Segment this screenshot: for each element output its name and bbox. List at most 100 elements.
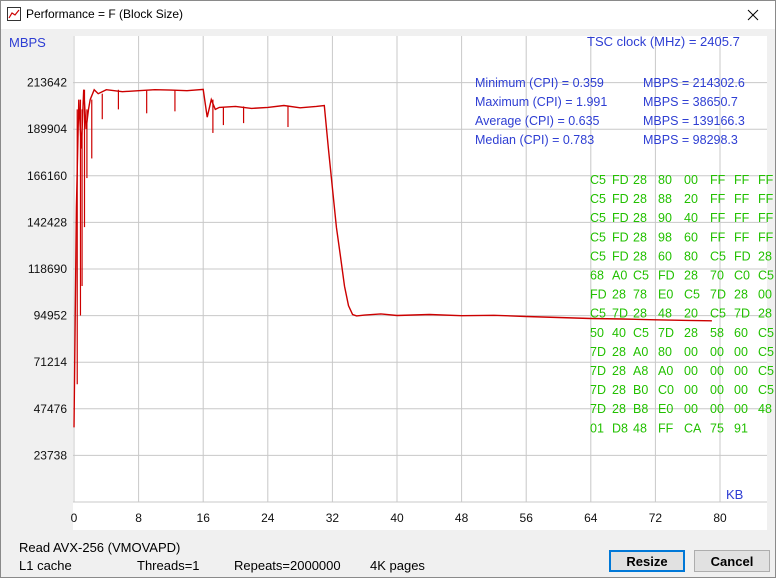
hex-byte: 00 bbox=[684, 173, 698, 187]
hex-byte: C5 bbox=[758, 345, 774, 359]
hex-byte: 28 bbox=[758, 249, 772, 263]
page-size: 4K pages bbox=[370, 558, 425, 573]
hex-byte: C5 bbox=[758, 383, 774, 397]
hex-byte: A0 bbox=[633, 345, 648, 359]
hex-byte: 00 bbox=[684, 364, 698, 378]
hex-byte: C5 bbox=[590, 173, 606, 187]
hex-byte: FD bbox=[612, 173, 629, 187]
hex-byte: 28 bbox=[633, 211, 647, 225]
hex-byte: 00 bbox=[684, 402, 698, 416]
y-tick-labels: 213642 189904 166160 142428 118690 94952 71214… bbox=[27, 76, 67, 463]
hex-byte: 48 bbox=[758, 402, 772, 416]
hex-byte: FF bbox=[710, 230, 726, 244]
title-bar[interactable]: Performance = F (Block Size) bbox=[1, 1, 775, 29]
hex-byte: 7D bbox=[590, 345, 606, 359]
hex-byte: 7D bbox=[612, 307, 628, 321]
hex-byte: C5 bbox=[710, 249, 726, 263]
x-axis-label: KB bbox=[726, 487, 743, 502]
y-tick-label: 23738 bbox=[34, 448, 68, 462]
hex-byte: 80 bbox=[684, 249, 698, 263]
hex-byte: FF bbox=[758, 211, 774, 225]
test-name: Read AVX-256 (VMOVAPD) bbox=[19, 540, 181, 555]
hex-byte: D8 bbox=[612, 421, 628, 435]
hex-byte: C5 bbox=[710, 307, 726, 321]
hex-byte: CA bbox=[684, 421, 702, 435]
threads-count: Threads=1 bbox=[137, 558, 200, 573]
hex-byte: C5 bbox=[590, 192, 606, 206]
hex-byte: FD bbox=[612, 192, 629, 206]
series-line bbox=[73, 88, 712, 428]
stat-label: Minimum (CPI) = 0.359 bbox=[475, 76, 604, 90]
hex-byte: C5 bbox=[758, 364, 774, 378]
hex-byte: C5 bbox=[758, 269, 774, 283]
hex-byte: FD bbox=[658, 269, 675, 283]
hex-byte: FF bbox=[734, 211, 750, 225]
y-tick-label: 71214 bbox=[34, 355, 68, 369]
hex-byte: 80 bbox=[658, 345, 672, 359]
hex-byte: B0 bbox=[633, 383, 648, 397]
hex-byte: 28 bbox=[633, 249, 647, 263]
y-tick-label: 47476 bbox=[34, 402, 68, 416]
hex-byte: FD bbox=[612, 230, 629, 244]
x-tick-label: 40 bbox=[390, 511, 404, 525]
hex-byte: 7D bbox=[590, 402, 606, 416]
hex-byte: FF bbox=[734, 230, 750, 244]
tsc-clock: TSC clock (MHz) = 2405.7 bbox=[587, 34, 740, 49]
hex-byte: 91 bbox=[734, 421, 748, 435]
chart-app-icon bbox=[7, 7, 21, 21]
stat-label: Average (CPI) = 0.635 bbox=[475, 114, 600, 128]
close-button[interactable] bbox=[731, 1, 775, 29]
window-title: Performance = F (Block Size) bbox=[26, 7, 184, 21]
hex-byte: 68 bbox=[590, 269, 604, 283]
hex-byte: 90 bbox=[658, 211, 672, 225]
hex-byte: 48 bbox=[633, 421, 647, 435]
hex-byte: FF bbox=[710, 173, 726, 187]
hex-byte: FD bbox=[590, 288, 607, 302]
hex-byte: 28 bbox=[633, 192, 647, 206]
x-tick-label: 8 bbox=[135, 511, 142, 525]
hex-byte: 60 bbox=[658, 249, 672, 263]
hex-dump: C5 FD 28 80 00 FF FF FF C5 FD 28 88 20 FF FF FF C5 FD 28 90… bbox=[590, 173, 774, 435]
hex-byte: 00 bbox=[684, 383, 698, 397]
hex-byte: C0 bbox=[658, 383, 674, 397]
hex-byte: 00 bbox=[734, 364, 748, 378]
hex-byte: 28 bbox=[612, 364, 626, 378]
hex-byte: 28 bbox=[612, 345, 626, 359]
hex-byte: 00 bbox=[734, 383, 748, 397]
hex-byte: FF bbox=[734, 192, 750, 206]
hex-byte: 7D bbox=[590, 383, 606, 397]
hex-byte: 58 bbox=[710, 326, 724, 340]
y-axis-label: MBPS bbox=[9, 35, 46, 50]
y-tick-label: 189904 bbox=[27, 122, 67, 136]
y-tick-label: 166160 bbox=[27, 169, 67, 183]
hex-byte: 28 bbox=[612, 402, 626, 416]
hex-byte: 00 bbox=[710, 383, 724, 397]
hex-byte: A0 bbox=[612, 269, 627, 283]
cancel-button[interactable]: Cancel bbox=[694, 550, 770, 572]
hex-byte: 00 bbox=[758, 288, 772, 302]
performance-chart: 213642 189904 166160 142428 118690 94952 71214… bbox=[1, 29, 775, 535]
hex-byte: 20 bbox=[684, 192, 698, 206]
hex-byte: 40 bbox=[612, 326, 626, 340]
resize-button[interactable]: Resize bbox=[609, 550, 685, 572]
hex-byte: 01 bbox=[590, 421, 604, 435]
x-tick-label: 80 bbox=[713, 511, 727, 525]
hex-byte: 00 bbox=[684, 345, 698, 359]
hex-byte: 48 bbox=[658, 307, 672, 321]
hex-byte: B8 bbox=[633, 402, 648, 416]
hex-byte: 60 bbox=[734, 326, 748, 340]
stat-label: Median (CPI) = 0.783 bbox=[475, 133, 594, 147]
stat-label: Maximum (CPI) = 1.991 bbox=[475, 95, 607, 109]
grid bbox=[73, 36, 767, 503]
hex-byte: C5 bbox=[633, 269, 649, 283]
hex-byte: 00 bbox=[734, 345, 748, 359]
hex-byte: 28 bbox=[633, 173, 647, 187]
x-tick-label: 16 bbox=[197, 511, 211, 525]
hex-byte: 28 bbox=[684, 326, 698, 340]
hex-byte: FD bbox=[612, 211, 629, 225]
hex-byte: FF bbox=[758, 230, 774, 244]
hex-byte: 88 bbox=[658, 192, 672, 206]
hex-byte: 75 bbox=[710, 421, 724, 435]
hex-byte: 20 bbox=[684, 307, 698, 321]
hex-byte: 80 bbox=[658, 173, 672, 187]
